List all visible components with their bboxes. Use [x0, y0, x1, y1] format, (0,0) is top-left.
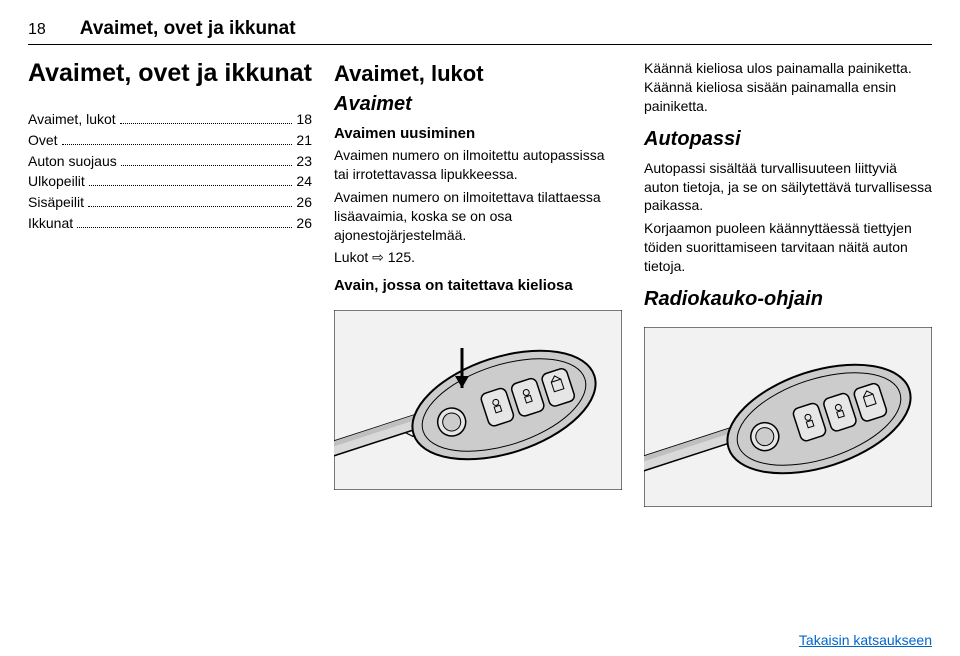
toc-line: Ovet 21: [28, 131, 312, 150]
toc-label: Ovet: [28, 131, 58, 150]
toc-page: 26: [296, 214, 312, 233]
toc-dots: [121, 152, 293, 166]
toc-label: Auton suojaus: [28, 152, 117, 171]
remote-key-illustration: [644, 327, 932, 512]
toc-dots: [89, 172, 293, 186]
table-of-contents: Avaimet, lukot18Ovet21Auton suojaus23Ulk…: [28, 110, 312, 233]
heading-radiokauko: Radiokauko-ohjain: [644, 286, 932, 313]
toc-line: Ikkunat 26: [28, 214, 312, 233]
paragraph: Avaimen numero on ilmoitettava tilattaes…: [334, 188, 622, 245]
heading-avaimet: Avaimet: [334, 91, 622, 118]
paragraph: Lukot ⇨ 125.: [334, 248, 622, 267]
heading-avain-taitettava: Avain, jossa on taitettava kieliosa: [334, 277, 622, 296]
column-1: Avaimet, ovet ja ikkunat Avaimet, lukot 1…: [28, 59, 312, 512]
section-title: Avaimet, ovet ja ikkunat: [28, 59, 312, 88]
heading-uusiminen: Avaimen uusiminen: [334, 124, 622, 144]
toc-label: Avaimet, lukot: [28, 110, 116, 129]
toc-page: 23: [296, 152, 312, 171]
toc-label: Ulkopeilit: [28, 172, 85, 191]
header-title: Avaimet, ovet ja ikkunat: [80, 18, 296, 40]
toc-page: 18: [296, 110, 312, 129]
paragraph: Autopassi sisältää turvallisuuteen liitt…: [644, 159, 932, 216]
page-header: 18 Avaimet, ovet ja ikkunat: [28, 18, 932, 45]
toc-dots: [120, 110, 293, 124]
column-2: Avaimet, lukot Avaimet Avaimen uusiminen…: [334, 59, 622, 512]
key-illustration: [334, 310, 622, 495]
heading-avaimet-lukot: Avaimet, lukot: [334, 59, 622, 89]
toc-label: Sisäpeilit: [28, 193, 84, 212]
paragraph: Käännä kieliosa ulos painamalla painiket…: [644, 59, 932, 116]
paragraph: Avaimen numero on ilmoitettu autopassiss…: [334, 146, 622, 184]
back-link[interactable]: Takaisin katsaukseen: [799, 632, 932, 648]
column-3: Käännä kieliosa ulos painamalla painiket…: [644, 59, 932, 512]
toc-dots: [77, 214, 292, 228]
paragraph: Korjaamon puoleen käännyttäessä tiettyje…: [644, 219, 932, 276]
toc-label: Ikkunat: [28, 214, 73, 233]
toc-dots: [62, 131, 293, 145]
toc-line: Sisäpeilit 26: [28, 193, 312, 212]
toc-page: 26: [296, 193, 312, 212]
toc-page: 21: [296, 131, 312, 150]
page-number: 18: [28, 21, 46, 39]
toc-line: Auton suojaus 23: [28, 152, 312, 171]
toc-dots: [88, 193, 292, 207]
heading-autopassi: Autopassi: [644, 126, 932, 153]
toc-page: 24: [296, 172, 312, 191]
toc-line: Ulkopeilit 24: [28, 172, 312, 191]
toc-line: Avaimet, lukot 18: [28, 110, 312, 129]
